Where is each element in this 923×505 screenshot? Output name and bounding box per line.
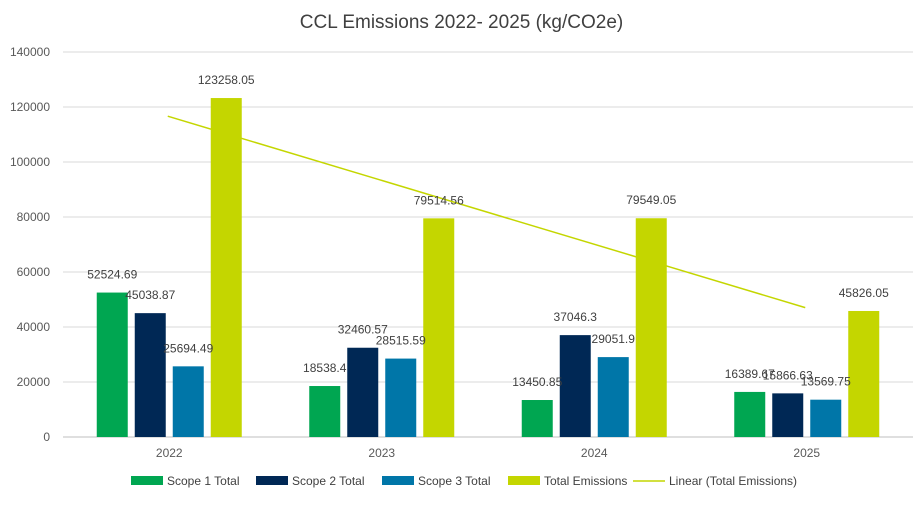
data-label: 13569.75 [801, 375, 851, 389]
data-label: 123258.05 [198, 73, 255, 87]
data-label: 32460.57 [338, 323, 388, 337]
data-label: 79549.05 [626, 193, 676, 207]
legend-swatch [131, 476, 163, 485]
trendline [167, 115, 806, 309]
bar [134, 313, 166, 437]
data-label: 16389.67 [725, 367, 775, 381]
x-tick-label: 2024 [581, 446, 608, 460]
x-tick-label: 2025 [793, 446, 820, 460]
y-tick-label: 140000 [10, 45, 50, 59]
bar [423, 218, 455, 437]
bar [810, 399, 842, 437]
bars [96, 98, 880, 438]
legend-swatch [382, 476, 414, 485]
y-tick-label: 60000 [17, 265, 51, 279]
trendline-line [167, 115, 806, 309]
bar [635, 218, 667, 437]
data-label: 79514.56 [414, 193, 464, 207]
bar [772, 393, 804, 437]
legend: Scope 1 Total Scope 2 Total Scope 3 Total T… [131, 474, 797, 488]
axes: 0 20000 40000 60000 80000 100000 120000 140000 2… [10, 45, 820, 460]
chart-title: CCL Emissions 2022- 2025 (kg/CO2e) [299, 12, 624, 33]
x-tick-label: 2023 [368, 446, 395, 460]
bar [848, 310, 880, 437]
bar [734, 391, 766, 437]
data-label: 45038.87 [125, 288, 175, 302]
bar [385, 358, 417, 437]
gridlines [63, 51, 913, 438]
bar [521, 400, 553, 437]
bar [597, 357, 629, 437]
bar [559, 335, 591, 437]
legend-label: Scope 2 Total [292, 474, 365, 488]
bar [96, 292, 128, 437]
x-tick-label: 2022 [156, 446, 183, 460]
legend-swatch [508, 476, 540, 485]
y-tick-label: 20000 [17, 375, 51, 389]
bar [309, 386, 341, 437]
data-label: 25694.49 [163, 341, 213, 355]
data-label: 13450.85 [512, 375, 562, 389]
legend-label: Linear (Total Emissions) [669, 474, 797, 488]
bar [172, 366, 204, 437]
legend-label: Scope 1 Total [167, 474, 240, 488]
bar [210, 98, 242, 438]
y-tick-label: 100000 [10, 155, 50, 169]
y-tick-label: 0 [43, 430, 50, 444]
legend-swatch [256, 476, 288, 485]
data-label: 29051.9 [592, 332, 636, 346]
data-label: 18538.4 [303, 361, 347, 375]
y-tick-label: 80000 [17, 210, 51, 224]
legend-label: Total Emissions [544, 474, 627, 488]
data-label: 45826.05 [839, 286, 889, 300]
data-label: 28515.59 [376, 334, 426, 348]
y-tick-label: 40000 [17, 320, 51, 334]
legend-label: Scope 3 Total [418, 474, 491, 488]
data-labels: 52524.69 18538.4 13450.85 16389.67 45038.87 3… [87, 73, 889, 389]
data-label: 15866.63 [763, 368, 813, 382]
bar [347, 347, 379, 437]
y-tick-label: 120000 [10, 100, 50, 114]
data-label: 37046.3 [554, 310, 598, 324]
data-label: 52524.69 [87, 268, 137, 282]
